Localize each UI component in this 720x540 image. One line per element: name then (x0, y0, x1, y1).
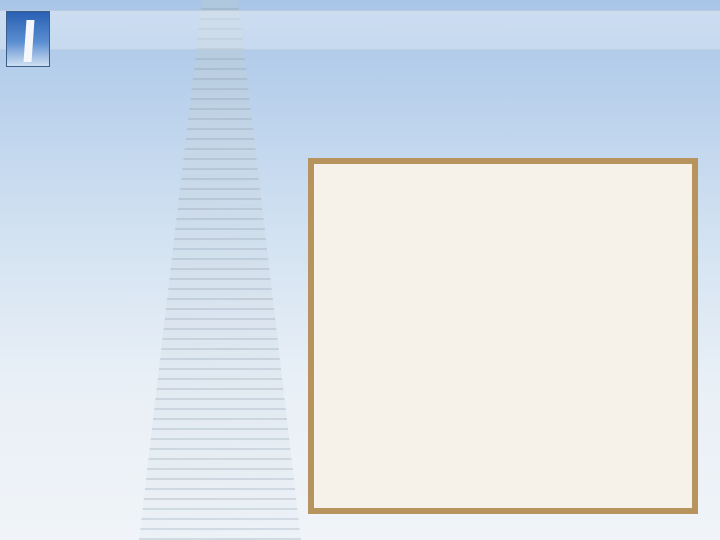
background-building (130, 0, 310, 540)
chart-svg (314, 164, 692, 508)
figure-2 (308, 158, 698, 514)
title-bar (0, 10, 720, 50)
thumbnail-image (6, 11, 50, 67)
